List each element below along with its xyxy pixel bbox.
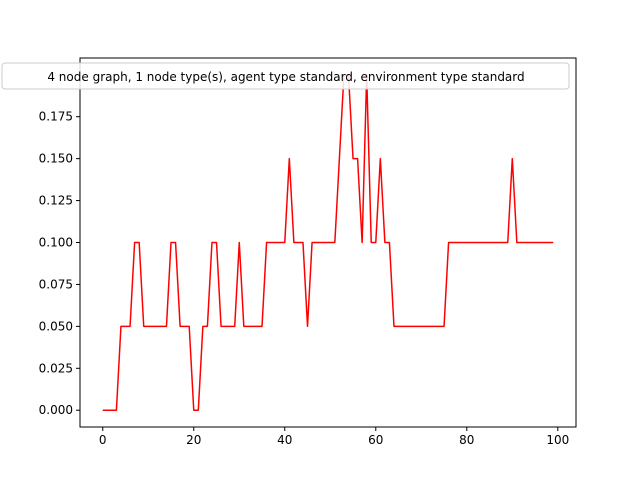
- x-tick-label: 0: [99, 433, 107, 447]
- series-layer: [102, 74, 554, 411]
- y-tick-label: 0.150: [39, 152, 73, 166]
- legend-label: 4 node graph, 1 node type(s), agent type…: [47, 70, 524, 84]
- x-tick-label: 20: [186, 433, 201, 447]
- legend: 4 node graph, 1 node type(s), agent type…: [1, 62, 570, 90]
- y-tick-label: 0.075: [39, 277, 73, 291]
- legend-box: [1, 62, 570, 90]
- axis-ticks: 0 20 40 60 80 100 0.000 0.025 0.050 0.075 0.100 0.1…: [39, 110, 570, 447]
- plot-area-frame: [79, 57, 577, 428]
- y-tick-label: 0.025: [39, 361, 73, 375]
- y-tick-label: 0.000: [39, 403, 73, 417]
- y-tick-label: 0.100: [39, 236, 73, 250]
- y-tick-label: 0.125: [39, 194, 73, 208]
- x-tick-label: 100: [546, 433, 569, 447]
- y-tick-label: 0.050: [39, 319, 73, 333]
- x-tick-label: 40: [277, 433, 292, 447]
- y-tick-label: 0.175: [39, 110, 73, 124]
- x-tick-label: 80: [459, 433, 474, 447]
- series-line: [102, 74, 554, 411]
- x-tick-label: 60: [368, 433, 383, 447]
